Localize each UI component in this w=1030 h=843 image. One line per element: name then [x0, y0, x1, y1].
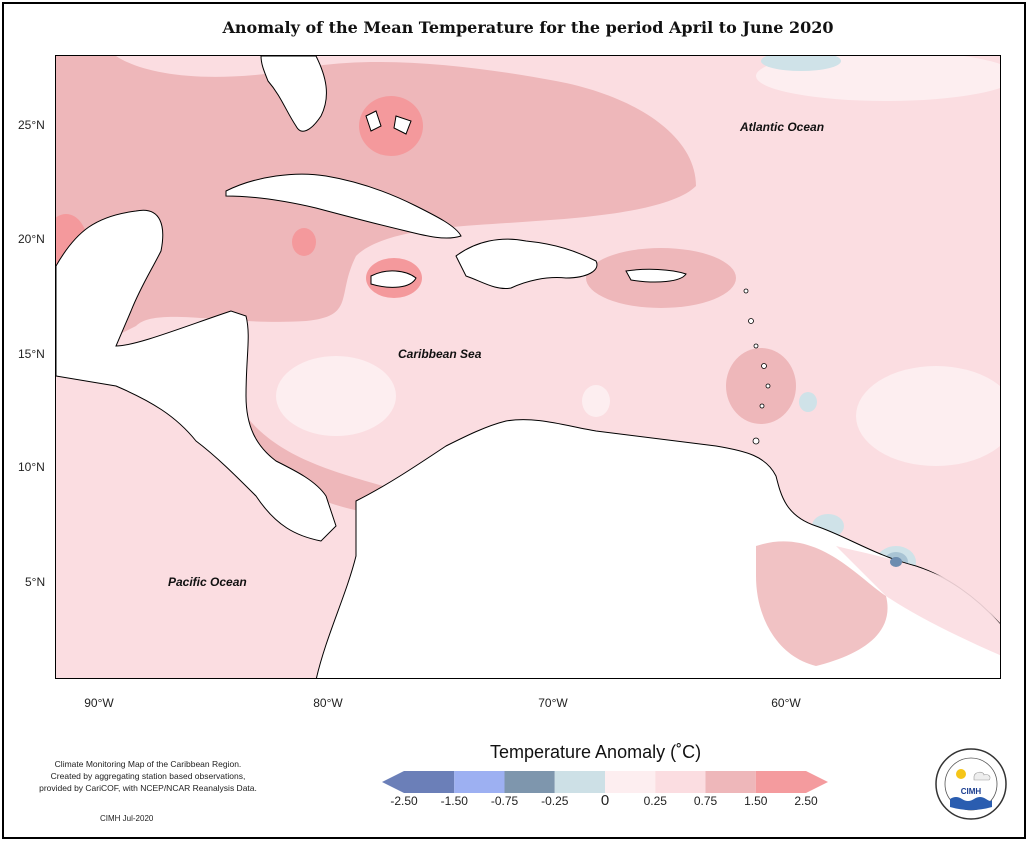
land-puerto-rico	[625, 268, 687, 283]
legend-label-6: 0.75	[693, 794, 718, 808]
lat-tick-20n: 20°N	[18, 232, 45, 246]
legend-label-1: -1.50	[440, 794, 468, 808]
legend-bin-0	[382, 771, 455, 793]
map-panel	[55, 55, 1001, 679]
atlantic-ocean-label: Atlantic Ocean	[740, 120, 825, 134]
land-jamaica	[370, 270, 417, 288]
land-anomaly-guyana	[756, 541, 888, 666]
legend-bin-4	[605, 771, 656, 793]
anomaly-zone-light-atlantic	[856, 366, 1000, 466]
lat-tick-5n: 5°N	[25, 575, 46, 589]
legend-bin-3	[554, 771, 605, 793]
lat-tick-15n: 15°N	[18, 347, 45, 361]
legend-bin-5	[655, 771, 706, 793]
land-cuba	[225, 173, 462, 239]
land-anomaly-suriname	[836, 546, 1000, 656]
land-bahamas-1	[365, 110, 382, 132]
map-notes: Climate Monitoring Map of the Caribbean …	[28, 758, 268, 794]
island	[765, 383, 771, 389]
island	[748, 318, 754, 324]
anomaly-zone-light-caribbean	[276, 356, 396, 436]
land-florida	[260, 56, 327, 132]
anomaly-hotspot-cayman	[292, 228, 316, 256]
legend-label-7: 1.50	[744, 794, 768, 808]
sun-icon	[956, 769, 966, 779]
land-central-america	[56, 209, 337, 542]
legend-title: Temperature Anomaly (˚C)	[490, 742, 702, 762]
legend-label-2: -0.75	[490, 794, 519, 808]
anomaly-neg-barbados	[799, 392, 817, 412]
land-anomaly-suriname-core	[890, 557, 902, 567]
anomaly-map	[56, 56, 1000, 678]
land-hispaniola	[455, 238, 598, 290]
anomaly-zone-light-curacao	[582, 385, 610, 417]
map-title: Anomaly of the Mean Temperature for the …	[222, 18, 834, 37]
caribbean-sea-label: Caribbean Sea	[398, 347, 482, 361]
notes-line-1: Climate Monitoring Map of the Caribbean …	[54, 759, 242, 769]
island-trinidad	[752, 437, 760, 445]
legend-label-0: -2.50	[390, 794, 418, 808]
lon-tick-80w: 80°W	[313, 696, 343, 710]
legend-bin-6	[705, 771, 756, 793]
legend-bin-2	[504, 771, 555, 793]
notes-line-2: Created by aggregating station based obs…	[50, 771, 246, 781]
lon-tick-70w: 70°W	[538, 696, 568, 710]
lesser-antilles	[743, 288, 771, 445]
legend-label-5: 0.25	[643, 794, 667, 808]
notes-line-3: provided by CariCOF, with NCEP/NCAR Rean…	[39, 783, 257, 793]
island	[743, 288, 749, 294]
lon-tick-90w: 90°W	[84, 696, 114, 710]
island	[761, 363, 767, 369]
island	[759, 403, 765, 409]
anomaly-zone-antilles	[726, 348, 796, 424]
cimh-logo: CIMH	[935, 748, 1007, 820]
lon-tick-60w: 60°W	[771, 696, 801, 710]
water-icon	[950, 797, 992, 810]
map-credit: CIMH Jul-2020	[100, 814, 154, 823]
lat-tick-25n: 25°N	[18, 118, 45, 132]
cloud-icon	[973, 771, 991, 781]
legend-label-4: 0	[600, 792, 610, 809]
lat-tick-10n: 10°N	[18, 460, 45, 474]
legend-label-8: 2.50	[794, 794, 818, 808]
island	[753, 343, 759, 349]
anomaly-hotspot-bahamas	[359, 96, 423, 156]
legend-colorbar	[382, 771, 828, 793]
legend-bin-7	[755, 771, 828, 793]
legend-label-3: -0.25	[541, 794, 569, 808]
anomaly-zone-panama	[236, 416, 416, 516]
logo-text: CIMH	[961, 787, 982, 796]
legend-bin-1	[454, 771, 505, 793]
pacific-ocean-label: Pacific Ocean	[168, 575, 247, 589]
anomaly-neg-north	[761, 56, 841, 71]
land-bahamas-2	[393, 115, 412, 135]
